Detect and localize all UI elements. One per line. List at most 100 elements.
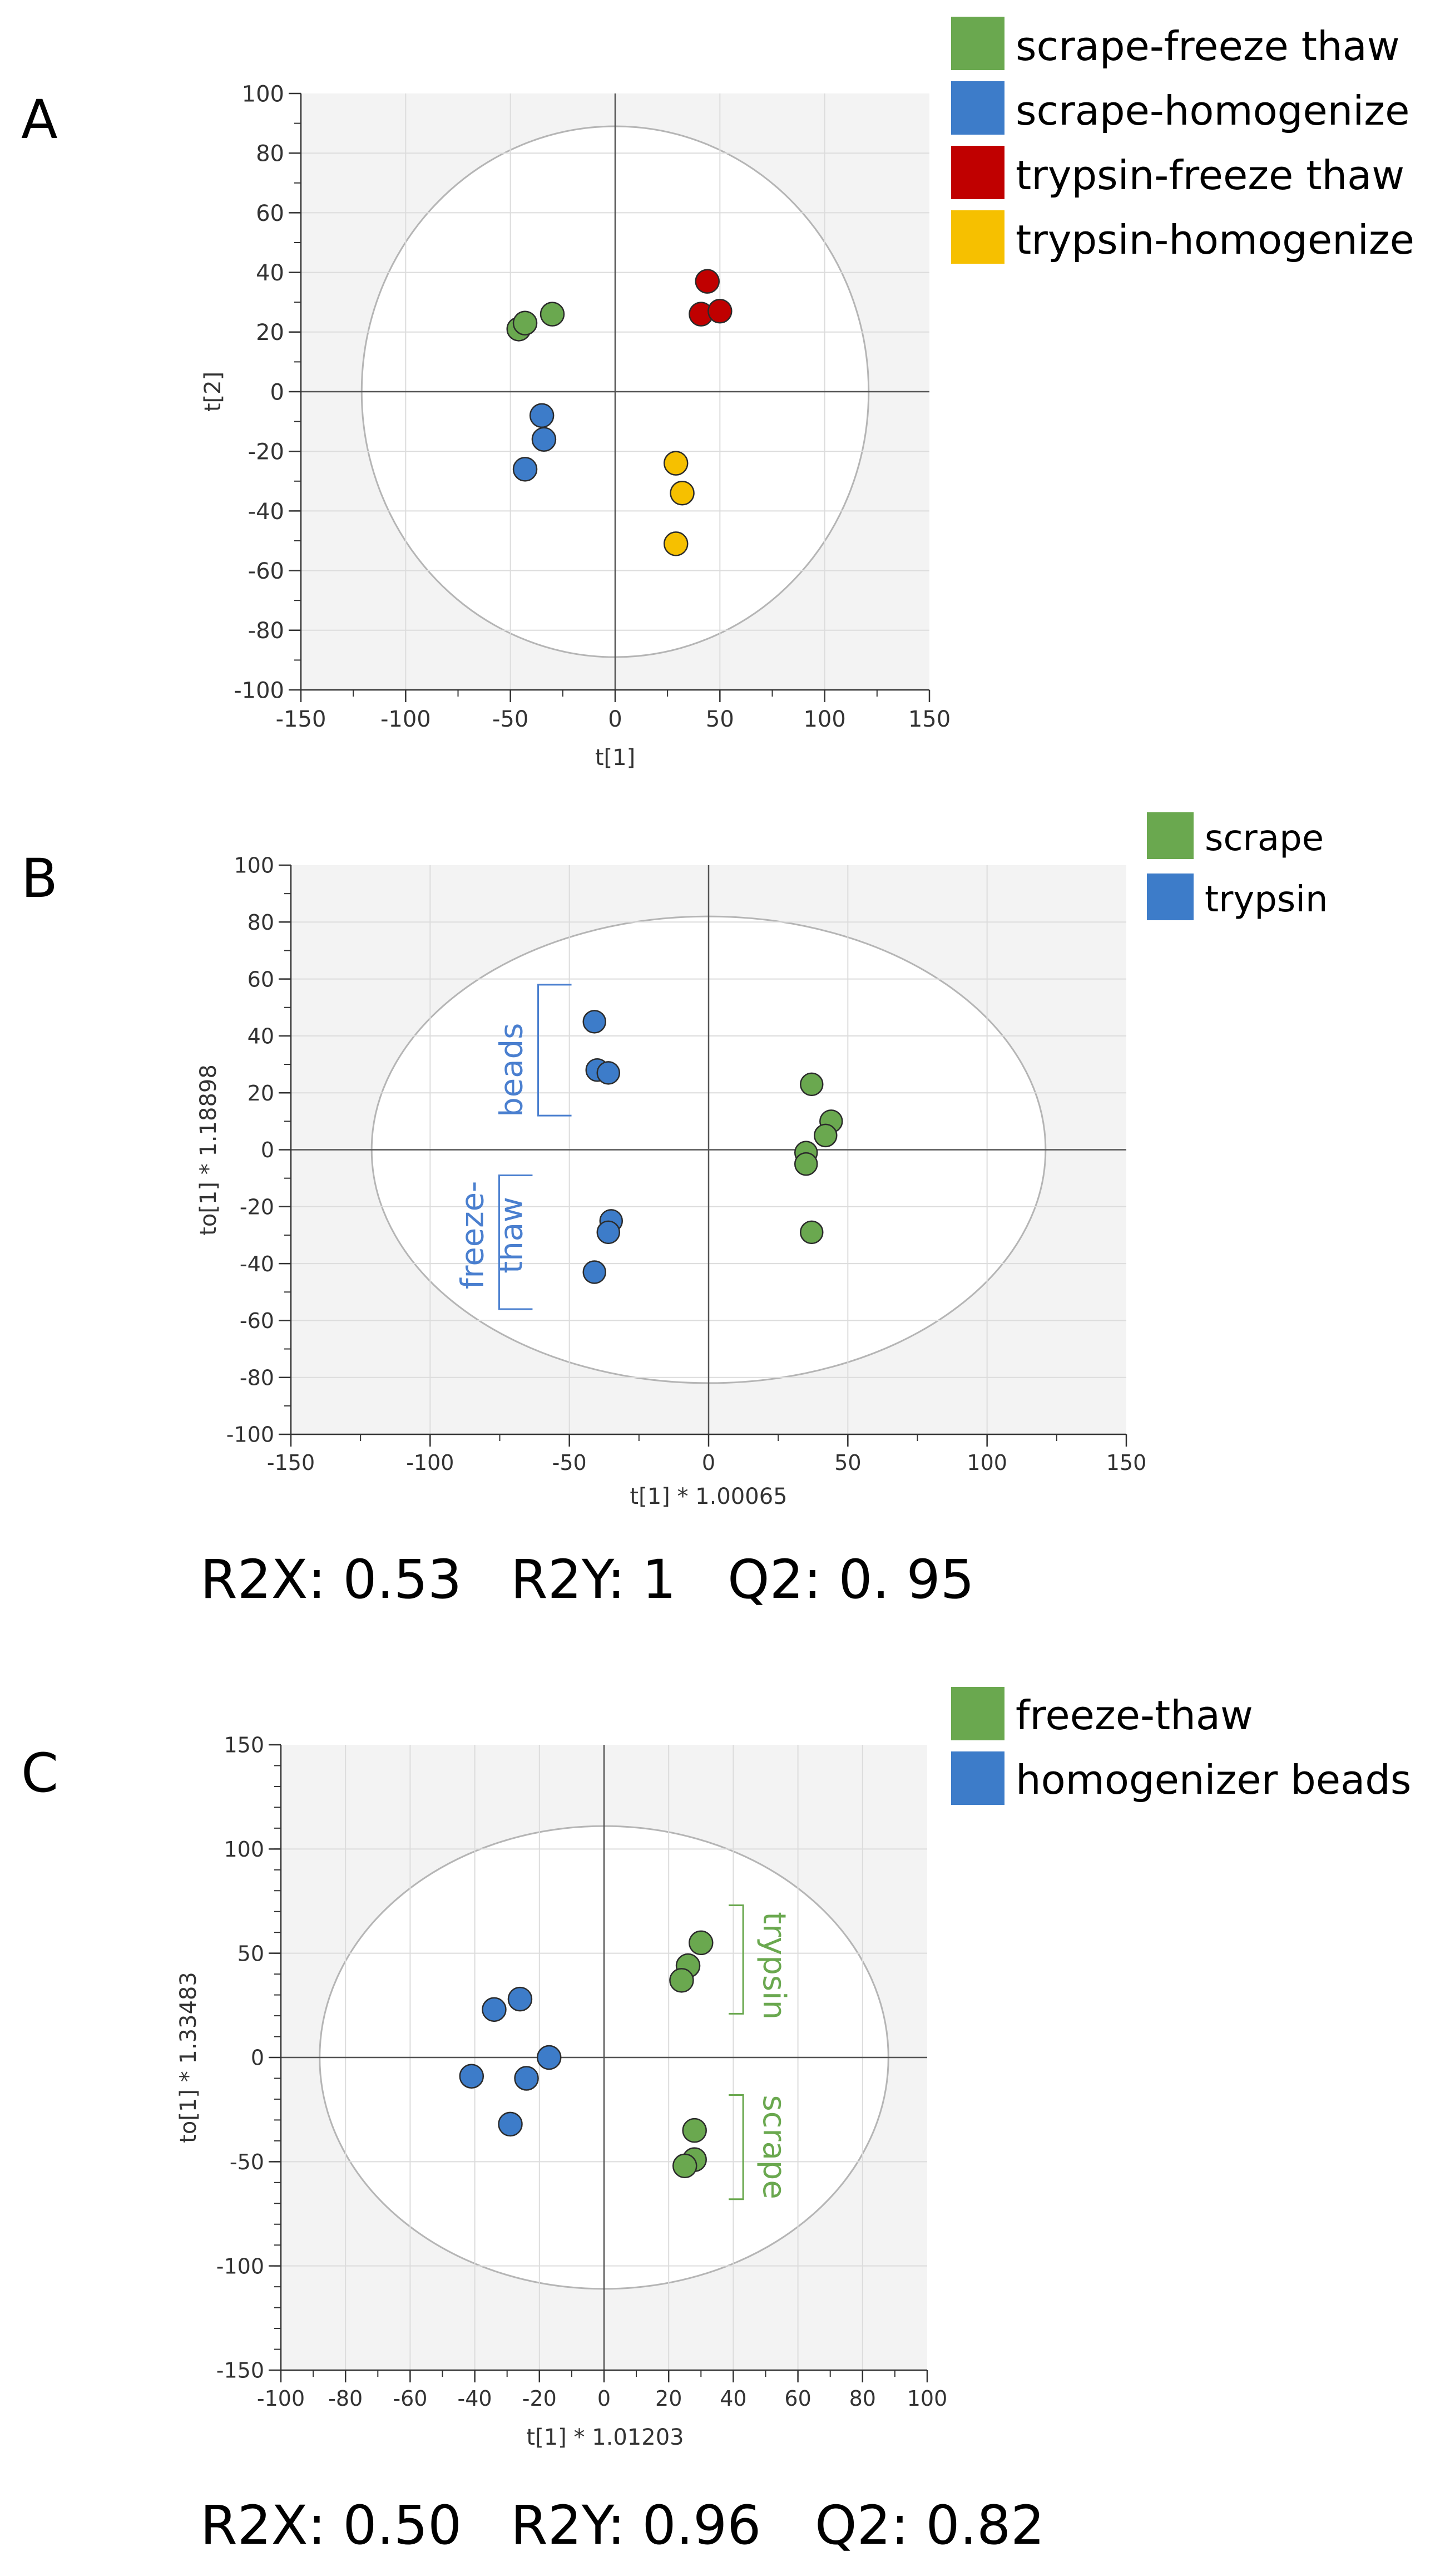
panel-c-legend: freeze-thaw homogenizer beads — [951, 1687, 1411, 1805]
legend-label: trypsin — [1205, 879, 1328, 920]
data-point — [529, 403, 555, 428]
legend-label: trypsin-homogenize — [1016, 216, 1414, 263]
legend-label: scrape — [1205, 818, 1324, 859]
y-tick-label: 0 — [261, 1138, 274, 1162]
panel-a-x-axis-label: t[1] — [595, 745, 635, 771]
stat-q2: Q2: 0.82 — [815, 2494, 1045, 2557]
x-tick-label: 40 — [720, 2386, 746, 2411]
y-tick-label: -100 — [216, 2254, 264, 2278]
y-tick-label: 20 — [256, 320, 284, 346]
annotation-label: beads — [494, 1023, 530, 1117]
data-point — [498, 2111, 523, 2137]
x-tick-label: 100 — [967, 1450, 1007, 1475]
panel-b-legend: scrape trypsin — [1147, 812, 1328, 920]
y-tick-label: -100 — [226, 1423, 274, 1447]
y-tick-label: 100 — [224, 1837, 264, 1862]
annotation-bracket — [498, 1175, 533, 1310]
x-tick-label: 150 — [1106, 1450, 1147, 1475]
legend-swatch — [1147, 812, 1194, 859]
legend-swatch — [951, 17, 1004, 70]
panel-a: A -150 -100 -50 0 50 100 150 -100 -80 -60 -40 -20 0 2… — [21, 17, 1414, 771]
legend-swatch — [951, 146, 1004, 199]
annotation-label: freeze- — [455, 1181, 491, 1289]
y-tick-label: -50 — [230, 2150, 264, 2174]
panel-c-points — [459, 1930, 714, 2179]
x-tick-label: 50 — [834, 1450, 861, 1475]
y-tick-label: 80 — [256, 141, 284, 167]
x-tick-label: -150 — [276, 707, 326, 732]
panel-c-stats: R2X: 0.50 R2Y: 0.96 Q2: 0.82 — [200, 2494, 1045, 2557]
y-tick-label: -20 — [240, 1195, 274, 1219]
panel-a-legend: scrape-freeze thaw scrape-homogenize try… — [951, 17, 1414, 264]
y-tick-label: -150 — [216, 2358, 264, 2383]
x-tick-label: 60 — [784, 2386, 811, 2411]
stat-r2y: R2Y: 1 — [511, 1548, 676, 1611]
stat-r2x: R2X: 0.50 — [200, 2494, 462, 2557]
panel-c-annotations: trypsin scrape — [729, 1904, 792, 2200]
x-tick-label: 100 — [803, 707, 845, 732]
y-tick-label: 80 — [248, 910, 274, 935]
panel-c-tick-labels: -100 -80 -60 -40 -20 0 20 40 60 80 100 -150 -100 -50 0… — [216, 1733, 948, 2411]
x-tick-label: -100 — [257, 2386, 305, 2411]
data-point — [512, 310, 538, 335]
y-tick-label: -60 — [248, 559, 284, 584]
x-tick-label: -60 — [393, 2386, 427, 2411]
x-tick-label: -40 — [458, 2386, 492, 2411]
data-point — [459, 2064, 484, 2089]
data-point — [596, 1061, 621, 1085]
data-point — [482, 1997, 507, 2022]
data-point — [507, 1986, 533, 2012]
panel-b-x-axis-label: t[1] * 1.00065 — [630, 1484, 787, 1509]
x-tick-label: 100 — [907, 2386, 948, 2411]
data-point — [663, 451, 689, 476]
legend-swatch — [951, 81, 1004, 135]
stat-r2y: R2Y: 0.96 — [511, 2494, 761, 2557]
panel-c-label: C — [21, 1742, 58, 1804]
x-tick-label: -50 — [552, 1450, 587, 1475]
legend-label: homogenizer beads — [1016, 1756, 1411, 1803]
panel-a-tick-labels: -150 -100 -50 0 50 100 150 -100 -80 -60 -40 -20 0 20 4… — [234, 81, 951, 732]
x-tick-label: 0 — [702, 1450, 715, 1475]
panel-b-y-axis-label: to[1] * 1.18898 — [196, 1064, 221, 1236]
y-tick-label: -40 — [240, 1252, 274, 1276]
y-tick-label: -60 — [240, 1309, 274, 1333]
panel-c: C -100 -80 -60 -40 -20 0 20 40 60 80 100 -150 -100 -5… — [21, 1687, 1411, 2557]
y-tick-label: 100 — [242, 81, 284, 107]
panel-b-ticks — [279, 864, 1127, 1447]
panel-b: B -150 -100 -50 0 50 100 150 -100 -80 -60 -40 -20 0 2… — [21, 812, 1328, 1611]
x-tick-label: 0 — [597, 2386, 611, 2411]
x-tick-label: -100 — [380, 707, 431, 732]
y-tick-label: 60 — [256, 201, 284, 226]
data-point — [707, 299, 733, 324]
data-point — [582, 1010, 606, 1034]
data-point — [799, 1220, 824, 1245]
data-point — [799, 1072, 824, 1097]
y-tick-label: 40 — [256, 260, 284, 286]
y-tick-label: 40 — [248, 1024, 274, 1049]
y-tick-label: 0 — [270, 379, 284, 405]
panel-b-label: B — [21, 847, 58, 910]
data-point — [670, 480, 695, 506]
x-tick-label: 0 — [608, 707, 622, 732]
data-point — [669, 1968, 694, 1993]
data-point — [582, 1260, 606, 1284]
panel-c-x-axis-label: t[1] * 1.01203 — [526, 2425, 684, 2450]
panel-b-points — [582, 1010, 843, 1284]
panel-b-tick-labels: -150 -100 -50 0 50 100 150 -100 -80 -60 -40 -20 0 20 4… — [226, 853, 1147, 1475]
data-point — [689, 1930, 714, 1956]
data-point — [672, 2153, 697, 2179]
x-tick-label: -100 — [406, 1450, 454, 1475]
legend-label: scrape-freeze thaw — [1016, 23, 1400, 70]
data-point — [695, 269, 720, 294]
legend-label: trypsin-freeze thaw — [1016, 152, 1404, 199]
data-point — [596, 1220, 621, 1245]
stat-q2: Q2: 0. 95 — [728, 1548, 974, 1611]
legend-label: scrape-homogenize — [1016, 87, 1409, 134]
y-tick-label: 50 — [237, 1941, 264, 1966]
annotation-bracket — [729, 1904, 744, 2015]
y-tick-label: 60 — [248, 967, 274, 991]
x-tick-label: 20 — [655, 2386, 682, 2411]
data-point — [512, 457, 538, 482]
